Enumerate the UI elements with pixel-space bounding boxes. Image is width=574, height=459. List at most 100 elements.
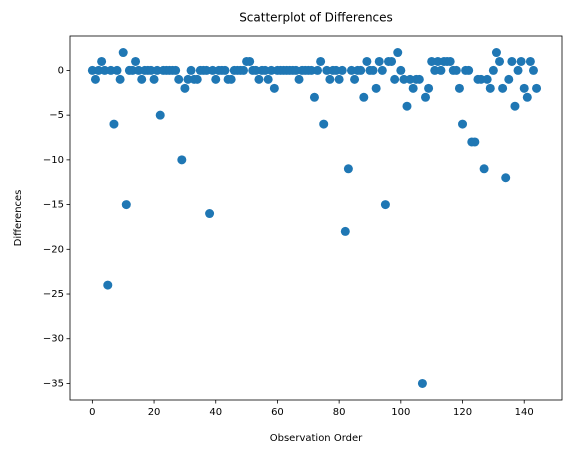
point — [433, 56, 443, 66]
point — [239, 65, 249, 75]
point — [251, 65, 261, 75]
point — [479, 164, 489, 174]
point — [97, 56, 107, 66]
point — [269, 83, 279, 93]
point — [504, 74, 514, 84]
y-tick-label: −25 — [43, 289, 64, 300]
point — [306, 65, 316, 75]
point — [121, 200, 131, 210]
point — [402, 101, 412, 111]
point — [436, 65, 446, 75]
point — [380, 200, 390, 210]
point — [109, 119, 119, 129]
point — [177, 155, 187, 165]
x-tick-label: 140 — [515, 407, 534, 418]
point — [146, 65, 156, 75]
point — [393, 48, 403, 58]
point — [507, 56, 517, 66]
point — [208, 65, 218, 75]
point — [220, 65, 230, 75]
point — [90, 74, 100, 84]
point — [408, 83, 418, 93]
point — [266, 65, 276, 75]
point — [532, 83, 542, 93]
point — [485, 83, 495, 93]
point — [424, 83, 434, 93]
point — [291, 65, 301, 75]
point — [322, 65, 332, 75]
point — [186, 65, 196, 75]
point — [340, 226, 350, 236]
point — [430, 65, 440, 75]
point — [513, 65, 523, 75]
point — [211, 74, 221, 84]
x-tick-label: 100 — [391, 407, 410, 418]
point — [396, 65, 406, 75]
point — [337, 65, 347, 75]
point — [491, 48, 501, 58]
point — [149, 74, 159, 84]
point — [313, 65, 323, 75]
point — [359, 92, 369, 102]
y-tick-label: 0 — [58, 65, 64, 76]
point — [343, 164, 353, 174]
point — [451, 65, 461, 75]
x-tick-label: 0 — [89, 407, 95, 418]
point — [445, 56, 455, 66]
point — [87, 65, 97, 75]
point — [421, 92, 431, 102]
point — [482, 74, 492, 84]
y-tick-label: −30 — [43, 334, 64, 345]
point — [362, 56, 372, 66]
point — [245, 56, 255, 66]
point — [498, 83, 508, 93]
point — [390, 74, 400, 84]
point — [115, 74, 125, 84]
chart-title: Scatterplot of Differences — [239, 11, 393, 25]
point — [371, 83, 381, 93]
x-tick-label: 20 — [148, 407, 161, 418]
point — [346, 65, 356, 75]
point — [103, 280, 113, 290]
point — [399, 74, 409, 84]
y-tick-label: −15 — [43, 200, 64, 211]
point — [319, 119, 329, 129]
point — [488, 65, 498, 75]
point — [454, 83, 464, 93]
point — [201, 65, 211, 75]
point — [263, 74, 273, 84]
point — [137, 74, 147, 84]
point — [183, 74, 193, 84]
point — [325, 74, 335, 84]
point — [470, 137, 480, 147]
point — [519, 83, 529, 93]
point — [387, 56, 397, 66]
point — [516, 56, 526, 66]
x-tick-label: 40 — [209, 407, 222, 418]
point — [525, 56, 535, 66]
x-axis-label: Observation Order — [270, 433, 363, 444]
point — [118, 48, 128, 58]
y-tick-label: −35 — [43, 378, 64, 389]
x-tick-label: 60 — [271, 407, 284, 418]
point — [192, 74, 202, 84]
x-tick-label: 80 — [333, 407, 346, 418]
y-tick-label: −5 — [49, 110, 64, 121]
point — [334, 74, 344, 84]
y-axis-label: Differences — [13, 190, 24, 247]
point — [180, 83, 190, 93]
point — [254, 74, 264, 84]
point — [350, 74, 360, 84]
point — [464, 65, 474, 75]
point — [106, 65, 116, 75]
point — [417, 378, 427, 388]
point — [174, 74, 184, 84]
point — [155, 110, 165, 120]
point — [205, 209, 215, 219]
point — [528, 65, 538, 75]
point — [309, 92, 319, 102]
point — [316, 56, 326, 66]
point — [134, 65, 144, 75]
point — [414, 74, 424, 84]
point — [476, 74, 486, 84]
